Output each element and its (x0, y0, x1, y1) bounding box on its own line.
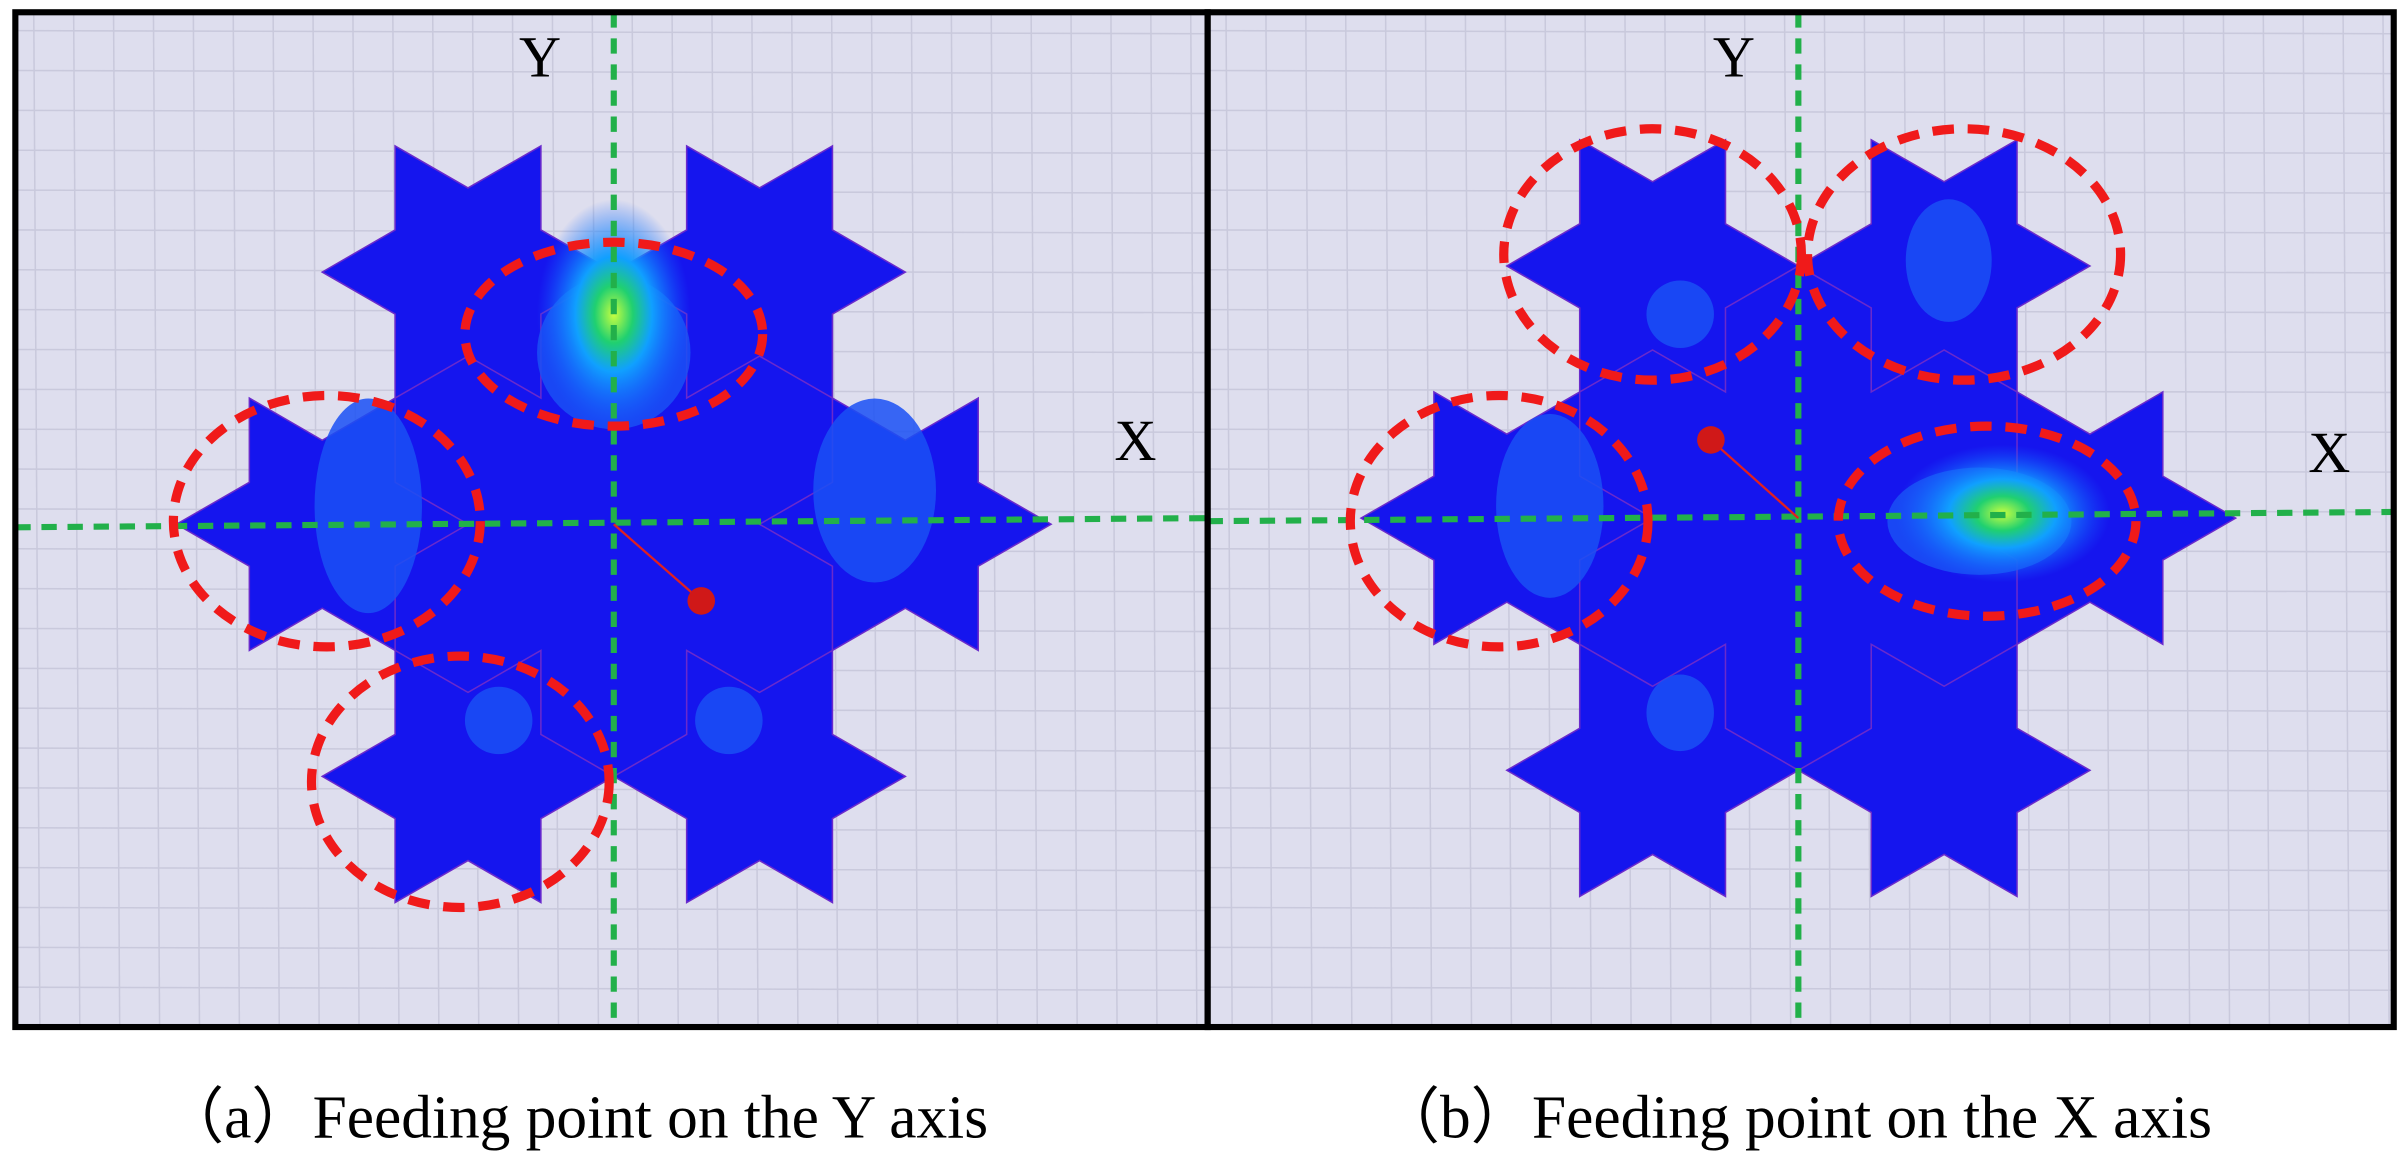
mesh-line (152, 12, 161, 1028)
axis-label: Y (519, 25, 561, 90)
mesh-line (72, 12, 81, 1028)
mesh-line (15, 866, 1208, 872)
patch (1505, 642, 1800, 898)
patch (322, 272, 906, 777)
feed-point (1697, 426, 1725, 454)
mesh-line (15, 109, 1208, 115)
highlight-ellipse (1802, 124, 2126, 385)
current-blob (1646, 280, 1714, 348)
feed-point (687, 587, 716, 615)
mesh-line (1207, 29, 2394, 35)
current-blob (1646, 674, 1714, 752)
mesh-line (15, 946, 1208, 952)
mesh-line (15, 29, 1208, 35)
highlight-ellipse (168, 390, 485, 652)
patch (320, 649, 616, 904)
axis-line (15, 515, 1208, 531)
caption: （a）Feeding point on the Y axis (163, 1083, 988, 1151)
mesh-line (1207, 787, 2394, 792)
axis-line (1207, 508, 2394, 525)
current-blob (813, 398, 937, 583)
mesh-line (2342, 12, 2350, 1028)
axis-label: X (1114, 408, 1156, 473)
current-blob (464, 686, 533, 755)
highlight-ellipse (460, 237, 768, 431)
current-blob (314, 398, 422, 614)
highlight-ellipse (1499, 124, 1807, 385)
mesh-line (1070, 12, 1078, 1028)
axis-label: X (2308, 420, 2350, 485)
panel-frame (1204, 9, 2397, 1031)
mesh-line (32, 12, 41, 1028)
mesh-line (112, 12, 121, 1028)
feed-line (1710, 439, 1800, 519)
mesh-line (1207, 946, 2394, 952)
hot-spot (537, 199, 691, 430)
mesh-line (2302, 12, 2311, 1028)
caption: （b）Feeding point on the X axis (1379, 1083, 2212, 1151)
highlight-ellipse (1833, 421, 2141, 621)
axis-label: Y (1713, 25, 1755, 90)
current-blob (1496, 413, 1604, 598)
feed-line (613, 523, 702, 602)
mesh-line (2382, 12, 2390, 1028)
mesh-line (15, 189, 1208, 194)
highlight-ellipse (306, 651, 614, 913)
mesh-line (1207, 189, 2394, 194)
mesh-line (2262, 12, 2271, 1028)
panel-b (1207, 12, 2394, 1028)
mesh-line (1150, 12, 1158, 1028)
panel-a (15, 12, 1208, 1028)
mesh-line (1207, 866, 2394, 872)
current-blob (1905, 199, 1992, 322)
current-blob (695, 686, 763, 755)
mesh-line (1305, 12, 1313, 1028)
highlight-ellipse (1345, 390, 1653, 652)
mesh-line (1225, 12, 1233, 1028)
mesh-line (1207, 109, 2394, 115)
